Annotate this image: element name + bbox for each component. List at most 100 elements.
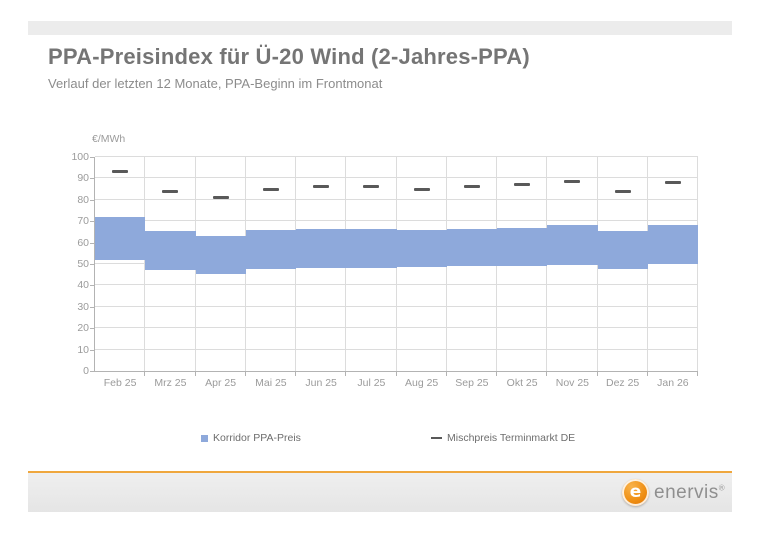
v-gridline bbox=[697, 157, 698, 371]
mischpreis-dash-marker bbox=[212, 196, 229, 200]
korridor-range-bar bbox=[396, 229, 447, 268]
y-axis-tick bbox=[90, 349, 95, 351]
enervis-logo: e enervis® bbox=[622, 479, 725, 506]
y-axis-tick-label: 30 bbox=[77, 300, 89, 313]
mischpreis-dash-marker bbox=[162, 189, 179, 193]
y-axis-tick bbox=[90, 285, 95, 287]
korridor-range-bar bbox=[195, 236, 246, 274]
h-gridline bbox=[95, 284, 698, 286]
enervis-logo-text: enervis® bbox=[654, 479, 725, 506]
legend-dash-mischpreis bbox=[431, 437, 442, 439]
y-axis-tick-label: 70 bbox=[77, 215, 89, 228]
mischpreis-dash-marker bbox=[514, 183, 531, 187]
h-gridline bbox=[95, 177, 698, 179]
mischpreis-dash-marker bbox=[413, 187, 430, 191]
y-axis-tick-label: 100 bbox=[71, 151, 89, 163]
page-subtitle: Verlauf der letzten 12 Monate, PPA-Begin… bbox=[48, 76, 383, 91]
mischpreis-dash-marker bbox=[112, 170, 129, 174]
legend-label-mischpreis: Mischpreis Terminmarkt DE bbox=[447, 432, 576, 444]
mischpreis-dash-marker bbox=[262, 187, 279, 191]
y-axis-tick bbox=[90, 371, 95, 372]
korridor-range-bar bbox=[346, 228, 397, 269]
h-gridline bbox=[95, 305, 698, 307]
x-axis-category-label: Feb 25 bbox=[103, 377, 137, 389]
x-axis-category-label: Sep 25 bbox=[455, 377, 489, 389]
x-axis-tick bbox=[244, 371, 246, 376]
h-gridline bbox=[95, 198, 698, 200]
h-gridline bbox=[95, 156, 698, 157]
x-axis-tick bbox=[596, 371, 598, 376]
y-axis-tick-label: 80 bbox=[77, 193, 89, 206]
y-axis-tick bbox=[90, 221, 95, 223]
x-axis-category-label: Nov 25 bbox=[555, 377, 590, 389]
korridor-range-bar bbox=[497, 227, 548, 267]
enervis-brand-name: enervis bbox=[654, 482, 719, 503]
y-axis-tick-label: 10 bbox=[77, 343, 89, 356]
plot-area: 0 10 20 30 40 50 60 70 80 90 100 Feb 25 Mrz 25 Apr 25… bbox=[71, 152, 698, 389]
mischpreis-dash-marker bbox=[614, 189, 631, 193]
enervis-logo-letter: e bbox=[629, 481, 642, 502]
x-axis-category-label: Aug 25 bbox=[404, 377, 439, 389]
page-title: PPA-Preisindex für Ü-20 Wind (2-Jahres-P… bbox=[48, 44, 530, 69]
mischpreis-dash-marker bbox=[313, 185, 330, 189]
x-axis-category-label: Jul 25 bbox=[357, 377, 386, 389]
mischpreis-dash-marker bbox=[463, 185, 480, 189]
korridor-range-bar bbox=[95, 216, 146, 260]
x-axis-category-label: Mrz 25 bbox=[154, 377, 187, 389]
korridor-range-bar bbox=[296, 228, 347, 269]
x-axis-category-label: Jun 25 bbox=[305, 377, 337, 389]
x-axis-category-label: Jan 26 bbox=[657, 377, 689, 389]
footer-bar bbox=[28, 473, 732, 512]
korridor-range-bar bbox=[547, 225, 598, 266]
korridor-range-bar bbox=[597, 230, 648, 270]
korridor-range-bar bbox=[145, 230, 196, 271]
x-axis-category-label: Mai 25 bbox=[255, 377, 287, 389]
v-gridline bbox=[144, 157, 146, 371]
x-axis-tick bbox=[144, 371, 146, 376]
x-axis-tick bbox=[395, 371, 397, 376]
x-axis-tick bbox=[496, 371, 497, 376]
h-gridline bbox=[95, 220, 698, 222]
y-axis-tick bbox=[90, 264, 95, 265]
y-axis-tick bbox=[90, 157, 95, 158]
korridor-range-bar bbox=[647, 225, 698, 264]
legend-swatch-korridor bbox=[201, 434, 208, 442]
y-axis-tick bbox=[90, 242, 95, 244]
y-axis-unit-label: €/MWh bbox=[92, 133, 126, 145]
legend-item-korridor: Korridor PPA-Preis bbox=[201, 432, 301, 444]
y-axis-tick bbox=[90, 328, 95, 330]
mischpreis-dash-marker bbox=[664, 181, 681, 185]
enervis-logo-icon: e bbox=[622, 479, 649, 506]
y-axis-tick-label: 20 bbox=[77, 322, 89, 335]
y-axis-tick-label: 60 bbox=[77, 236, 89, 249]
x-axis-tick bbox=[646, 371, 648, 376]
x-axis-tick bbox=[295, 371, 296, 376]
x-axis-category-label: Okt 25 bbox=[506, 377, 538, 389]
x-axis-tick bbox=[194, 371, 196, 376]
korridor-range-bar bbox=[446, 228, 497, 267]
h-gridline bbox=[95, 327, 698, 329]
x-axis-tick bbox=[546, 371, 548, 376]
y-axis-tick bbox=[90, 178, 95, 180]
legend-label-korridor: Korridor PPA-Preis bbox=[213, 432, 301, 444]
footer-accent-line bbox=[28, 471, 732, 473]
korridor-range-bar bbox=[245, 229, 296, 270]
x-axis-category-label: Apr 25 bbox=[205, 377, 237, 389]
y-axis-tick bbox=[90, 306, 95, 308]
x-axis-tick bbox=[345, 371, 347, 376]
y-axis-tick-label: 50 bbox=[77, 258, 89, 270]
mischpreis-dash-marker bbox=[363, 185, 380, 189]
y-axis-tick-label: 90 bbox=[77, 172, 89, 185]
y-axis-tick bbox=[90, 199, 95, 201]
x-axis-tick bbox=[445, 371, 447, 376]
x-axis-tick bbox=[697, 371, 698, 376]
h-gridline bbox=[95, 348, 698, 350]
legend-item-mischpreis: Mischpreis Terminmarkt DE bbox=[431, 432, 575, 444]
top-divider-bar bbox=[28, 21, 732, 35]
registered-mark: ® bbox=[718, 483, 726, 493]
x-axis-category-label: Dez 25 bbox=[605, 377, 640, 389]
y-axis-tick-label: 0 bbox=[83, 365, 89, 377]
y-axis-tick-label: 40 bbox=[77, 279, 89, 292]
mischpreis-dash-marker bbox=[564, 180, 581, 184]
